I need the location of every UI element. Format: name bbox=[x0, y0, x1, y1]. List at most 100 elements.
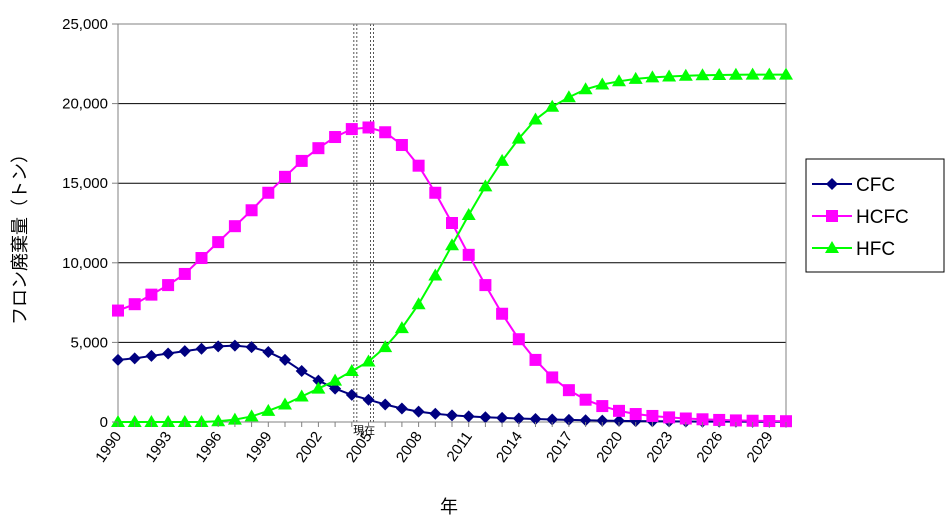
data-point-cfc bbox=[596, 414, 609, 427]
data-point-hfc bbox=[161, 415, 176, 427]
data-point-hfc bbox=[127, 415, 142, 427]
data-point-hcfc bbox=[162, 279, 175, 292]
data-point-hcfc bbox=[145, 288, 158, 301]
data-point-hcfc bbox=[562, 384, 575, 397]
data-point-hfc bbox=[762, 67, 777, 80]
y-tick-label: 20,000 bbox=[62, 96, 108, 113]
data-point-hcfc bbox=[696, 413, 709, 426]
data-point-hfc bbox=[411, 297, 426, 310]
data-point-hfc bbox=[645, 70, 660, 83]
data-point-hfc bbox=[578, 82, 593, 95]
data-point-hcfc bbox=[312, 142, 325, 155]
data-point-hcfc bbox=[679, 412, 692, 425]
data-point-hfc bbox=[111, 415, 125, 427]
gridlines bbox=[118, 103, 786, 343]
data-point-hfc bbox=[361, 354, 376, 367]
data-point-hcfc bbox=[395, 138, 408, 151]
data-point-cfc bbox=[279, 353, 291, 366]
data-point-cfc bbox=[228, 339, 241, 352]
data-point-cfc bbox=[262, 345, 275, 358]
data-point-cfc bbox=[529, 412, 542, 425]
data-point-hcfc bbox=[613, 404, 625, 417]
data-point-hfc bbox=[244, 409, 259, 422]
x-tick-label: 2014 bbox=[493, 429, 526, 466]
data-point-hcfc bbox=[596, 400, 609, 413]
x-tick-label: 1993 bbox=[142, 429, 175, 466]
series-hfc bbox=[111, 67, 793, 427]
data-point-hcfc bbox=[579, 393, 592, 406]
data-point-hfc bbox=[745, 67, 760, 80]
data-point-hcfc bbox=[462, 248, 475, 261]
data-point-hcfc bbox=[763, 415, 776, 428]
data-point-hcfc bbox=[112, 304, 124, 317]
data-point-hfc bbox=[678, 68, 693, 81]
y-axis-title: フロン廃棄量（トン） bbox=[10, 145, 31, 325]
legend-label: HCFC bbox=[856, 207, 909, 228]
data-point-cfc bbox=[312, 374, 325, 387]
data-point-hcfc bbox=[245, 204, 258, 217]
data-point-cfc bbox=[345, 388, 358, 401]
data-point-cfc bbox=[178, 345, 191, 358]
data-point-hfc bbox=[528, 112, 543, 125]
data-point-hfc bbox=[662, 69, 677, 82]
legend-item-hcfc: HCFC bbox=[812, 207, 909, 228]
data-point-hfc bbox=[227, 412, 242, 425]
data-point-hcfc bbox=[429, 186, 442, 199]
data-point-hcfc bbox=[496, 307, 509, 320]
data-point-cfc bbox=[162, 347, 175, 360]
data-point-hcfc bbox=[479, 279, 492, 292]
y-tick-label: 10,000 bbox=[62, 255, 108, 272]
data-point-cfc bbox=[362, 393, 375, 406]
x-axis-title: 年 bbox=[440, 497, 458, 518]
x-tick-label: 2008 bbox=[393, 429, 426, 466]
data-point-hfc bbox=[478, 179, 493, 192]
data-point-hcfc bbox=[512, 333, 525, 346]
legend-item-hfc: HFC bbox=[812, 239, 895, 260]
series-hcfc bbox=[112, 121, 792, 428]
data-point-hcfc bbox=[128, 298, 141, 311]
data-point-hfc bbox=[728, 67, 743, 80]
x-tick-label: 2020 bbox=[593, 429, 626, 466]
x-tick-label: 1990 bbox=[92, 429, 125, 466]
data-point-hfc bbox=[495, 153, 510, 166]
data-point-cfc bbox=[128, 352, 141, 365]
y-axis-ticks: 0 5,000 10,000 15,000 20,000 25,000 bbox=[62, 16, 118, 431]
legend-label: HFC bbox=[856, 239, 895, 260]
data-point-hfc bbox=[278, 397, 292, 410]
legend-item-cfc: CFC bbox=[812, 175, 895, 196]
data-point-cfc bbox=[462, 410, 475, 423]
data-point-hfc bbox=[545, 99, 560, 112]
data-point-cfc bbox=[546, 413, 559, 426]
x-tick-label: 2026 bbox=[693, 429, 726, 466]
data-point-hfc bbox=[344, 364, 359, 377]
legend-marker-hcfc bbox=[826, 210, 838, 222]
data-point-hcfc bbox=[780, 415, 792, 428]
data-point-hcfc bbox=[663, 411, 676, 424]
data-point-hfc bbox=[428, 268, 443, 281]
x-tick-label: 2017 bbox=[543, 429, 576, 466]
data-point-cfc bbox=[212, 340, 225, 353]
data-point-cfc bbox=[412, 405, 425, 418]
data-point-hfc bbox=[261, 403, 276, 416]
annotation-label: 現在 bbox=[353, 424, 375, 437]
data-point-hcfc bbox=[262, 186, 275, 199]
data-point-cfc bbox=[512, 412, 525, 425]
data-point-hfc bbox=[394, 321, 409, 334]
data-point-cfc bbox=[295, 365, 308, 378]
data-point-hcfc bbox=[178, 267, 191, 280]
data-point-hfc bbox=[144, 415, 159, 427]
data-point-hcfc bbox=[713, 413, 726, 426]
data-point-hcfc bbox=[646, 409, 659, 422]
legend-label: CFC bbox=[856, 175, 895, 196]
data-point-hfc bbox=[177, 415, 192, 427]
data-point-hfc bbox=[712, 67, 727, 80]
data-point-hcfc bbox=[729, 414, 742, 427]
data-point-hfc bbox=[445, 238, 459, 251]
x-tick-label: 2002 bbox=[293, 429, 326, 466]
data-point-hfc bbox=[595, 77, 610, 90]
annotation-current-period: 現在 bbox=[353, 24, 375, 437]
y-tick-label: 15,000 bbox=[62, 175, 108, 192]
data-point-hfc bbox=[311, 381, 326, 394]
data-point-hfc bbox=[461, 208, 476, 221]
